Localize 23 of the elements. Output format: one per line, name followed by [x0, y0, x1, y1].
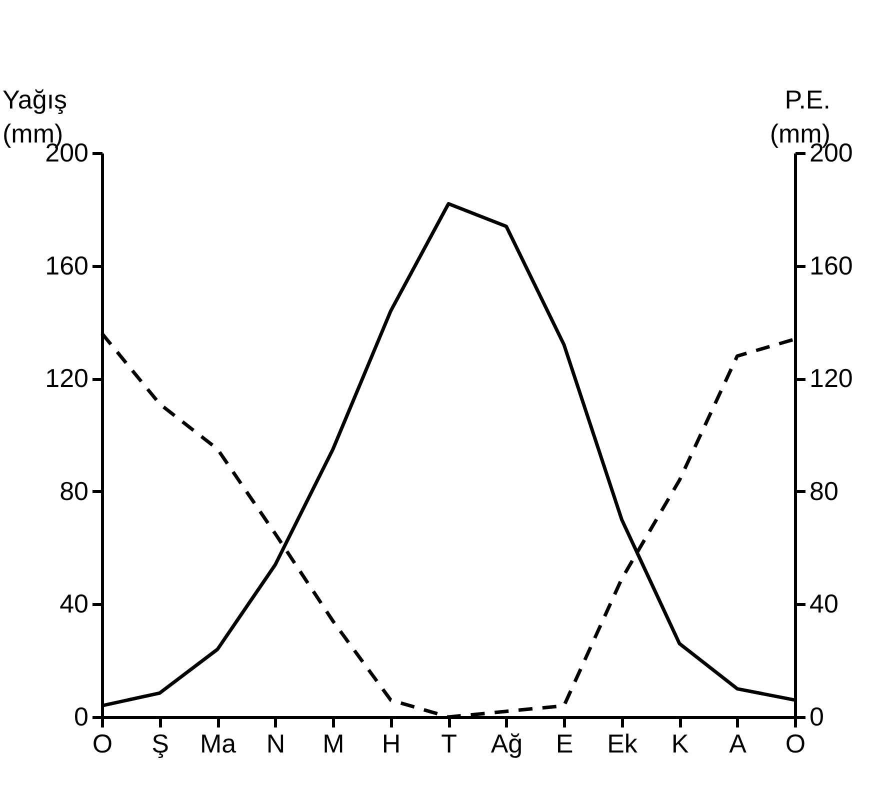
x-tick-label: Ağ	[490, 728, 523, 758]
x-tick-label: T	[441, 728, 458, 758]
x-tick-label: K	[671, 728, 690, 758]
x-tick-label: M	[322, 728, 344, 758]
y-tick-label: 120	[45, 363, 88, 394]
y-tick-label: 160	[45, 250, 88, 280]
x-tick-label: Ma	[200, 728, 237, 758]
x-tick-label: E	[556, 728, 574, 758]
x-tick-label: H	[382, 728, 401, 758]
y-tick-label: 0	[74, 702, 88, 732]
y2-tick-label: 0	[810, 702, 824, 732]
x-tick-label: A	[729, 728, 748, 758]
y2-tick-label: 40	[810, 588, 838, 619]
y2-tick-label: 160	[810, 250, 853, 280]
y-tick-label: 40	[60, 588, 88, 619]
y2-tick-label: 120	[810, 363, 853, 394]
y2-tick-label: 80	[810, 476, 838, 506]
x-tick-label: Ek	[607, 728, 638, 758]
x-tick-label: Ş	[152, 728, 169, 758]
x-tick-label: O	[92, 728, 113, 758]
x-tick-label: N	[266, 728, 286, 758]
y-tick-label: 80	[60, 476, 88, 506]
x-tick-label: O	[785, 728, 806, 758]
